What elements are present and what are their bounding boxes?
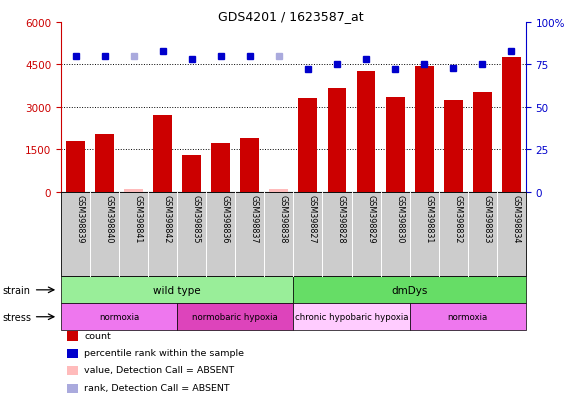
Bar	[357, 72, 375, 192]
Text: normobaric hypoxia: normobaric hypoxia	[192, 313, 278, 321]
Text: GSM398829: GSM398829	[366, 194, 375, 242]
Bar	[153, 116, 172, 192]
Text: GSM398834: GSM398834	[511, 194, 520, 242]
Text: GSM398840: GSM398840	[105, 194, 113, 242]
Bar	[95, 134, 114, 192]
Text: GSM398832: GSM398832	[453, 194, 462, 242]
Text: strain: strain	[3, 285, 31, 295]
Text: GSM398842: GSM398842	[163, 194, 171, 242]
Text: GSM398836: GSM398836	[221, 194, 229, 242]
Text: GSM398827: GSM398827	[308, 194, 317, 242]
Text: GSM398830: GSM398830	[395, 194, 404, 242]
Text: GSM398838: GSM398838	[279, 194, 288, 242]
Text: chronic hypobaric hypoxia: chronic hypobaric hypoxia	[295, 313, 408, 321]
Bar	[66, 141, 85, 192]
Bar	[241, 138, 259, 192]
Text: GSM398828: GSM398828	[337, 194, 346, 242]
Bar	[473, 93, 492, 192]
Bar	[444, 100, 462, 192]
Bar	[299, 99, 317, 192]
Text: count: count	[84, 331, 111, 340]
Text: GSM398835: GSM398835	[192, 194, 200, 242]
Text: percentile rank within the sample: percentile rank within the sample	[84, 348, 244, 357]
Bar	[182, 156, 201, 192]
Bar	[386, 97, 404, 192]
Text: wild type: wild type	[153, 285, 201, 295]
Text: GSM398841: GSM398841	[134, 194, 142, 242]
Text: value, Detection Call = ABSENT: value, Detection Call = ABSENT	[84, 366, 235, 375]
Text: GDS4201 / 1623587_at: GDS4201 / 1623587_at	[218, 10, 363, 23]
Bar	[328, 89, 346, 192]
Text: GSM398837: GSM398837	[250, 194, 259, 242]
Text: GSM398839: GSM398839	[76, 194, 84, 242]
Bar	[502, 58, 521, 192]
Bar	[270, 190, 288, 192]
Text: rank, Detection Call = ABSENT: rank, Detection Call = ABSENT	[84, 383, 230, 392]
Text: GSM398831: GSM398831	[424, 194, 433, 242]
Text: GSM398833: GSM398833	[482, 194, 491, 242]
Text: normoxia: normoxia	[447, 313, 488, 321]
Bar	[124, 190, 143, 192]
Bar	[211, 144, 230, 192]
Bar	[415, 66, 433, 192]
Text: normoxia: normoxia	[99, 313, 139, 321]
Text: stress: stress	[3, 312, 32, 322]
Text: dmDys: dmDys	[392, 285, 428, 295]
